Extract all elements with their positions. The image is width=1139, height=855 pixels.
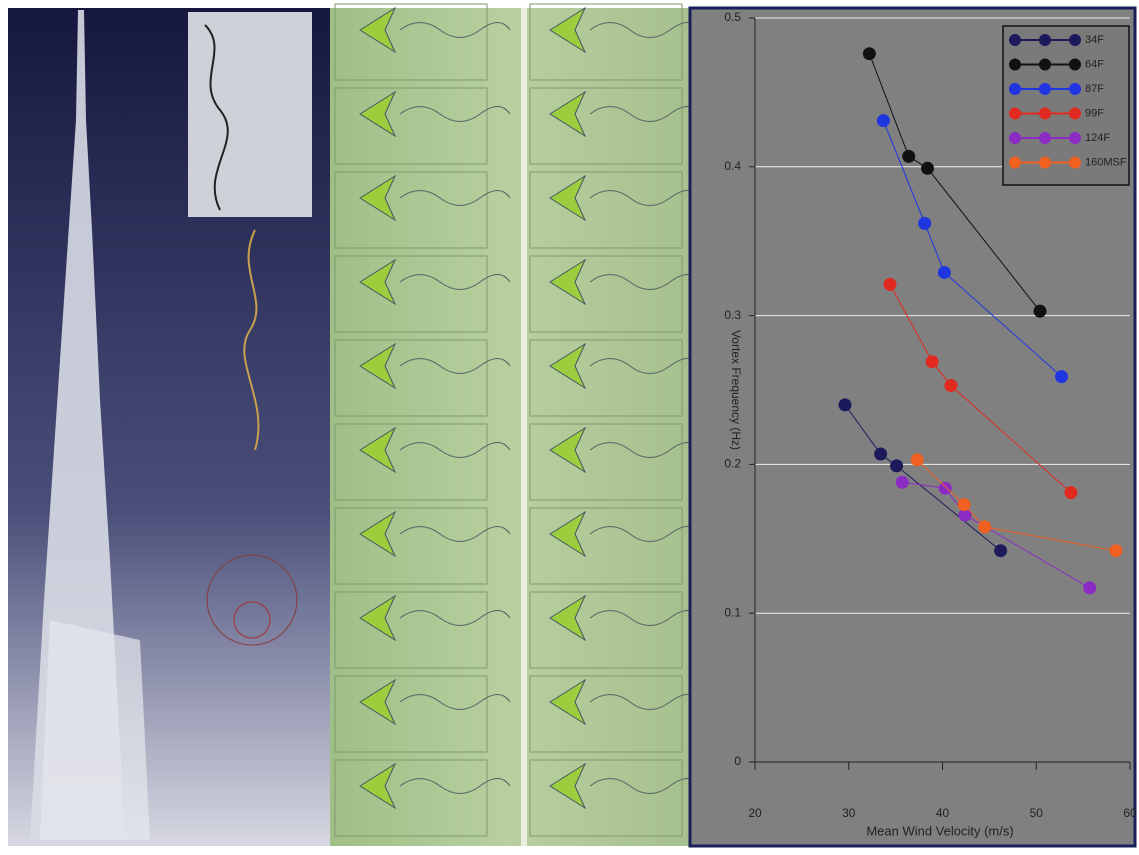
data-point: [1109, 544, 1122, 557]
legend-label: 124F: [1085, 132, 1110, 144]
photo-panel: [330, 4, 700, 846]
legend-marker: [1039, 157, 1051, 169]
x-tick-label: 30: [842, 806, 856, 820]
tower-panel: [8, 8, 330, 846]
data-point: [1083, 581, 1096, 594]
x-tick-label: 60: [1123, 806, 1137, 820]
data-point: [938, 266, 951, 279]
data-point: [978, 520, 991, 533]
legend-marker: [1069, 34, 1081, 46]
legend-label: 87F: [1085, 83, 1104, 95]
y-tick-label: 0.2: [724, 457, 741, 471]
data-point: [921, 162, 934, 175]
legend-marker: [1009, 59, 1021, 71]
legend-marker: [1039, 34, 1051, 46]
legend-label: 99F: [1085, 107, 1104, 119]
legend-marker: [1039, 132, 1051, 144]
data-point: [911, 453, 924, 466]
legend-label: 160MSF: [1085, 156, 1127, 168]
y-tick-label: 0.3: [724, 308, 741, 322]
legend-marker: [1039, 83, 1051, 95]
y-tick-label: 0: [734, 754, 741, 768]
data-point: [1055, 370, 1068, 383]
data-point: [939, 482, 952, 495]
legend-marker: [1009, 157, 1021, 169]
legend-marker: [1009, 108, 1021, 120]
legend-marker: [1069, 83, 1081, 95]
figure: Vortex Frequency (Hz) Mean Wind Velocity…: [0, 0, 1139, 850]
x-axis-label: Mean Wind Velocity (m/s): [866, 823, 1013, 838]
data-point: [884, 278, 897, 291]
data-point: [896, 476, 909, 489]
legend-marker: [1069, 157, 1081, 169]
legend-marker: [1069, 108, 1081, 120]
x-tick-label: 50: [1030, 806, 1044, 820]
legend-label: 64F: [1085, 58, 1104, 70]
x-tick-label: 20: [748, 806, 762, 820]
legend-marker: [1069, 132, 1081, 144]
data-point: [877, 114, 890, 127]
legend-marker: [1009, 132, 1021, 144]
y-tick-label: 0.4: [724, 159, 741, 173]
data-point: [863, 47, 876, 60]
data-point: [839, 398, 852, 411]
data-point: [1034, 305, 1047, 318]
legend-label: 34F: [1085, 34, 1104, 46]
data-point: [944, 379, 957, 392]
legend-marker: [1009, 83, 1021, 95]
data-point: [890, 459, 903, 472]
x-tick-label: 40: [936, 806, 950, 820]
data-point: [1064, 486, 1077, 499]
y-tick-label: 0.5: [724, 10, 741, 24]
data-point: [926, 355, 939, 368]
data-point: [902, 150, 915, 163]
legend-marker: [1009, 34, 1021, 46]
legend-marker: [1039, 59, 1051, 71]
data-point: [994, 544, 1007, 557]
y-tick-label: 0.1: [724, 605, 741, 619]
data-point: [918, 217, 931, 230]
legend-marker: [1039, 108, 1051, 120]
y-axis-label: Vortex Frequency (Hz): [729, 330, 743, 450]
data-point: [958, 498, 971, 511]
data-point: [874, 447, 887, 460]
legend-marker: [1069, 59, 1081, 71]
